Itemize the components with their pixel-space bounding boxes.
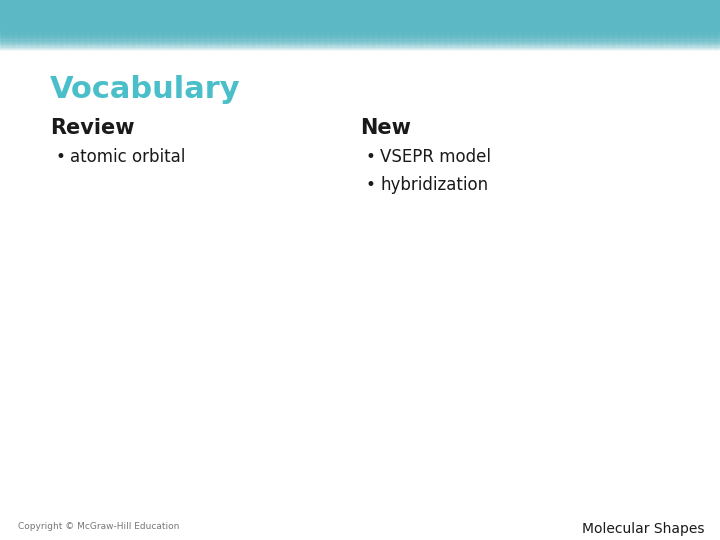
- Bar: [0, 42, 720, 43]
- Bar: [0, 47, 720, 48]
- Text: •: •: [365, 176, 375, 194]
- Bar: [0, 24, 720, 25]
- Bar: [0, 40, 720, 41]
- Bar: [0, 34, 720, 35]
- Bar: [0, 0, 720, 22]
- Bar: [0, 41, 720, 42]
- Bar: [0, 22, 720, 23]
- Bar: [0, 49, 720, 50]
- Bar: [0, 46, 720, 47]
- Bar: [0, 44, 720, 45]
- Text: hybridization: hybridization: [380, 176, 488, 194]
- Bar: [0, 30, 720, 31]
- Text: Copyright © McGraw-Hill Education: Copyright © McGraw-Hill Education: [18, 522, 179, 531]
- Bar: [0, 31, 720, 32]
- Bar: [0, 32, 720, 33]
- Bar: [0, 27, 720, 28]
- Text: New: New: [360, 118, 411, 138]
- Text: Review: Review: [50, 118, 135, 138]
- Bar: [0, 35, 720, 36]
- Bar: [0, 36, 720, 37]
- Bar: [0, 38, 720, 39]
- Text: •: •: [55, 148, 65, 166]
- Bar: [0, 43, 720, 44]
- Bar: [0, 48, 720, 49]
- Text: VSEPR model: VSEPR model: [380, 148, 491, 166]
- Bar: [0, 45, 720, 46]
- Text: •: •: [365, 148, 375, 166]
- Bar: [0, 28, 720, 29]
- Bar: [0, 37, 720, 38]
- Bar: [0, 26, 720, 27]
- Text: Vocabulary: Vocabulary: [50, 75, 240, 104]
- Bar: [0, 23, 720, 24]
- Bar: [0, 39, 720, 40]
- Bar: [0, 29, 720, 30]
- Bar: [0, 33, 720, 34]
- Bar: [0, 25, 720, 26]
- Text: atomic orbital: atomic orbital: [70, 148, 185, 166]
- Text: Molecular Shapes: Molecular Shapes: [582, 522, 705, 536]
